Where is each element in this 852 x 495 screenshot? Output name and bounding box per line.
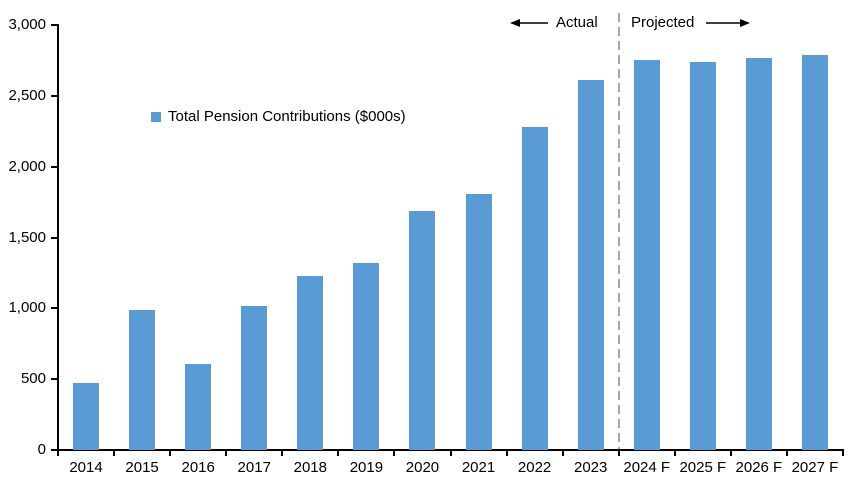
x-axis-tick-mark <box>169 450 172 456</box>
x-axis-tick-label: 2014 <box>69 459 103 476</box>
x-axis-tick-label: 2015 <box>125 459 159 476</box>
legend: Total Pension Contributions ($000s) <box>151 107 406 127</box>
bar-2016 <box>185 363 212 450</box>
x-axis-tick-label: 2027 F <box>791 459 839 476</box>
x-axis-tick-label: 2025 F <box>679 459 727 476</box>
y-axis-tick-label: 2,000 <box>8 157 46 175</box>
bar-2026-f <box>745 57 772 450</box>
bar-2021 <box>465 193 492 450</box>
x-axis-tick-mark <box>673 450 676 456</box>
bar-2020 <box>409 210 436 450</box>
left-arrow-icon <box>510 19 548 27</box>
y-axis-tick-mark <box>51 165 58 168</box>
y-axis-tick-label: 500 <box>20 370 46 388</box>
y-axis-tick-label: 0 <box>37 441 46 458</box>
x-axis-tick-label: 2018 <box>293 459 327 476</box>
x-axis-tick-label: 2017 <box>237 459 271 476</box>
bar-2022 <box>521 127 548 450</box>
y-axis-tick-mark <box>51 24 58 26</box>
y-axis-tick-mark <box>51 94 58 97</box>
y-axis-tick-mark <box>51 307 58 310</box>
x-axis-tick-mark <box>57 450 59 456</box>
x-axis-tick-mark <box>617 450 620 456</box>
right-arrow-icon <box>706 19 750 27</box>
x-axis-tick-mark <box>281 450 284 456</box>
y-axis-tick-label: 1,500 <box>8 228 46 246</box>
x-axis-tick-mark <box>729 450 732 456</box>
x-axis-tick-mark <box>449 450 452 456</box>
y-axis-tick-mark <box>51 378 58 381</box>
y-axis-tick-mark <box>51 449 58 451</box>
bar-2017 <box>241 305 268 450</box>
bar-2015 <box>129 309 156 450</box>
actual-projected-divider <box>617 13 620 450</box>
x-axis-tick-label: 2020 <box>405 459 440 476</box>
x-axis-tick-label: 2024 F <box>623 459 671 476</box>
projected-section-label: Projected <box>631 14 695 31</box>
x-axis-tick-mark <box>337 450 340 456</box>
y-axis-tick-label: 2,500 <box>8 86 46 104</box>
y-axis-line <box>57 24 59 451</box>
bar-2025-f <box>689 61 716 450</box>
x-axis-tick-label: 2023 <box>573 459 608 476</box>
bar-2027-f <box>801 54 828 450</box>
x-axis-tick-mark <box>393 450 396 456</box>
y-axis-tick-mark <box>51 236 58 239</box>
x-axis-tick-label: 2016 <box>181 459 215 476</box>
bar-2019 <box>353 263 380 450</box>
y-axis-tick-label: 3,000 <box>8 16 46 33</box>
x-axis-tick-label: 2022 <box>517 459 552 476</box>
legend-label: Total Pension Contributions ($000s) <box>168 108 406 125</box>
x-axis-tick-mark <box>505 450 508 456</box>
x-axis-tick-mark <box>561 450 564 456</box>
y-axis-tick-label: 1,000 <box>8 299 46 317</box>
bar-2024-f <box>633 60 660 450</box>
x-axis-tick-mark <box>842 450 844 456</box>
x-axis-tick-mark <box>113 450 116 456</box>
x-axis-tick-mark <box>785 450 788 456</box>
bar-2023 <box>577 80 604 450</box>
x-axis-tick-label: 2026 F <box>735 459 783 476</box>
bar-2018 <box>297 275 324 450</box>
actual-section-label: Actual <box>556 14 598 31</box>
x-axis-tick-label: 2019 <box>349 459 384 476</box>
x-axis-tick-label: 2021 <box>461 459 496 476</box>
x-axis-tick-mark <box>225 450 228 456</box>
legend-swatch-icon <box>151 112 161 122</box>
bar-2014 <box>73 383 100 450</box>
